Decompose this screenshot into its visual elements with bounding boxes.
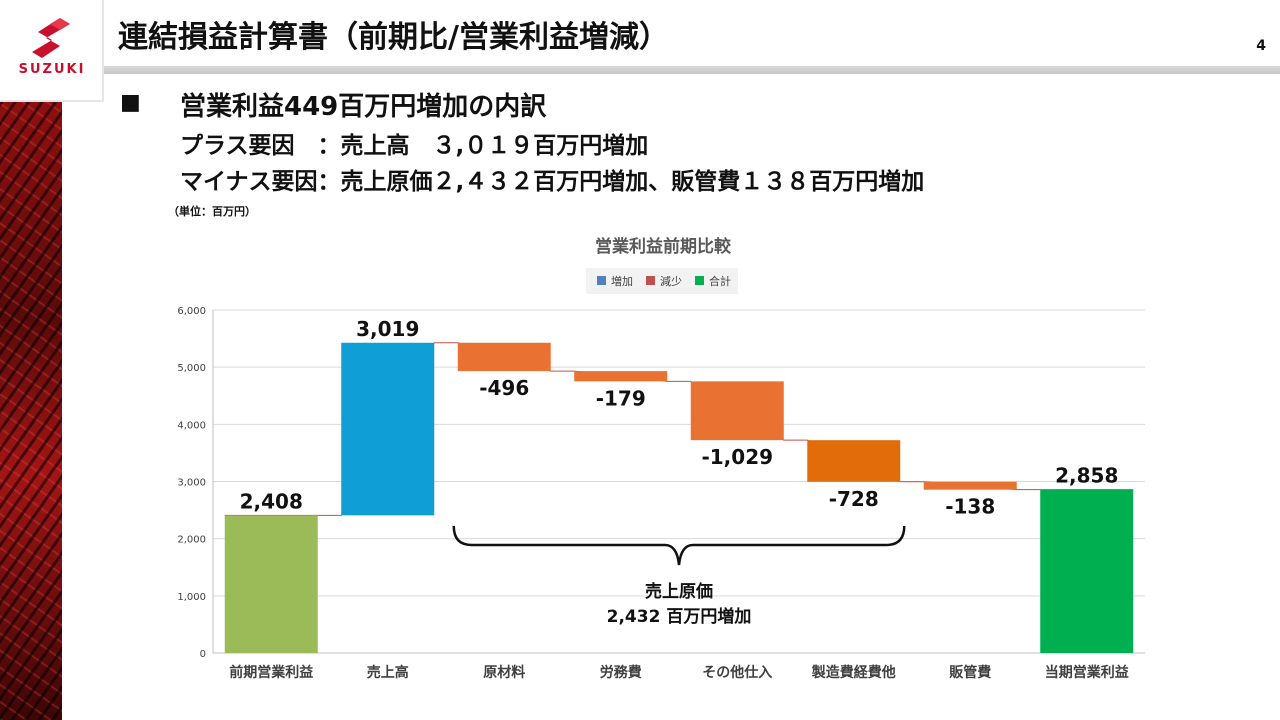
bar-1 bbox=[224, 515, 318, 653]
title-divider bbox=[104, 66, 1280, 74]
minus-factor-text: マイナス要因：売上原価２,４３２百万円増加、販管費１３８百万円増加 bbox=[180, 169, 925, 195]
y-tick-label: 4,000 bbox=[177, 420, 206, 431]
legend-label-2: 合計 bbox=[709, 274, 731, 288]
category-label-5: その他仕入 bbox=[702, 664, 772, 681]
y-tick-label: 2,000 bbox=[177, 535, 206, 546]
legend-label-0: 増加 bbox=[611, 275, 633, 288]
category-label-2: 売上高 bbox=[367, 664, 409, 681]
category-label-6: 製造費経費他 bbox=[811, 664, 896, 681]
bar-2 bbox=[341, 342, 435, 516]
suzuki-s-icon bbox=[32, 18, 70, 58]
annotation-line-1: 売上原価 bbox=[645, 581, 713, 602]
plus-factor-text: プラス要因 ：売上高 ３,０１９百万円増加 bbox=[180, 133, 649, 159]
y-tick-label: 5,000 bbox=[177, 363, 206, 374]
legend-label-1: 減少 bbox=[660, 274, 682, 288]
annotation-line-2: 2,432 百万円増加 bbox=[607, 606, 752, 627]
legend-swatch-0 bbox=[597, 276, 606, 285]
data-label-7: -138 bbox=[945, 495, 995, 519]
category-label-4: 労務費 bbox=[600, 664, 642, 681]
data-label-5: -1,029 bbox=[701, 445, 773, 469]
bar-3 bbox=[457, 342, 551, 372]
data-label-2: 3,019 bbox=[356, 317, 419, 341]
page-title: 連結損益計算書（前期比/営業利益増減） bbox=[118, 20, 669, 55]
unit-note: （単位：百万円） bbox=[168, 205, 256, 218]
legend-box bbox=[586, 268, 738, 294]
bar-4 bbox=[574, 371, 668, 382]
category-label-8: 当期営業利益 bbox=[1045, 664, 1129, 681]
company-logo: SUZUKI bbox=[0, 0, 104, 102]
bullet-square: ■ bbox=[120, 90, 141, 115]
page-number: 4 bbox=[1256, 38, 1266, 54]
legend-swatch-2 bbox=[695, 276, 704, 285]
legend-swatch-1 bbox=[646, 276, 655, 285]
side-decoration bbox=[0, 102, 62, 720]
bar-5 bbox=[690, 381, 784, 441]
category-label-1: 前期営業利益 bbox=[229, 664, 313, 681]
data-label-8: 2,858 bbox=[1055, 464, 1118, 488]
y-tick-label: 0 bbox=[200, 649, 206, 660]
brace-annotation bbox=[452, 525, 906, 566]
y-tick-label: 6,000 bbox=[177, 306, 206, 317]
data-label-3: -496 bbox=[479, 376, 529, 400]
data-label-1: 2,408 bbox=[240, 489, 303, 513]
bar-8 bbox=[1040, 489, 1134, 653]
logo-wordmark: SUZUKI bbox=[18, 62, 86, 77]
data-label-6: -728 bbox=[829, 487, 879, 511]
chart-title: 営業利益前期比較 bbox=[595, 236, 732, 257]
category-label-3: 原材料 bbox=[483, 664, 525, 681]
category-label-7: 販管費 bbox=[949, 664, 991, 681]
y-tick-label: 1,000 bbox=[177, 592, 206, 603]
summary-heading: 営業利益449百万円増加の内訳 bbox=[180, 92, 547, 122]
bar-7 bbox=[923, 481, 1017, 490]
data-label-4: -179 bbox=[596, 386, 646, 410]
y-tick-label: 3,000 bbox=[177, 478, 206, 489]
bar-6 bbox=[807, 440, 901, 482]
